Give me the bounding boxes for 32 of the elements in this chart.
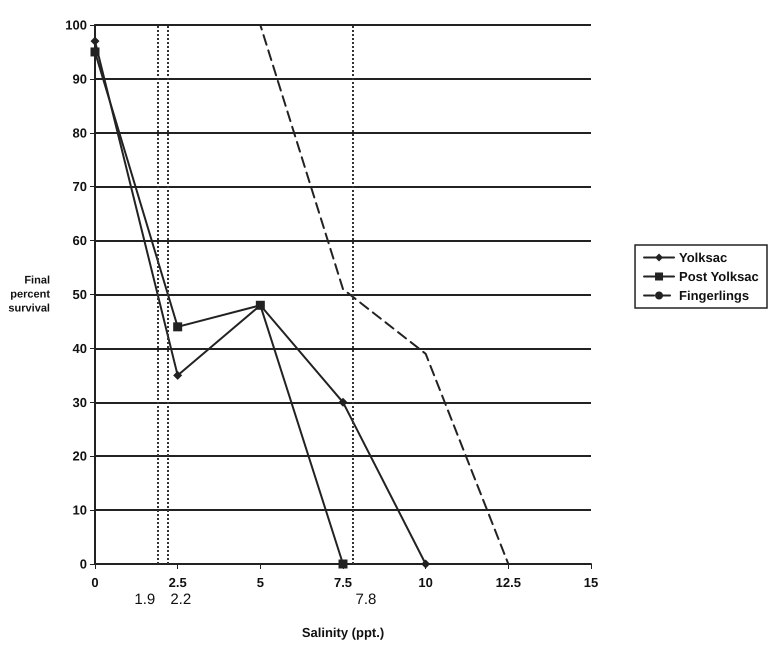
x-tick-label: 5 — [256, 575, 264, 590]
point — [173, 370, 182, 380]
point — [90, 47, 100, 56]
y-tick-label: 40 — [72, 340, 87, 356]
y-tick-label: 60 — [72, 233, 87, 248]
y-tick-label: 10 — [72, 502, 87, 518]
x-tick-label: 2.5 — [168, 575, 187, 590]
ref-line-label: 1.9 — [134, 591, 156, 608]
y-tick-label: 0 — [80, 556, 87, 572]
ref-line-label: 7.8 — [355, 591, 376, 608]
y-tick-label: 90 — [72, 71, 87, 86]
y-tick-label: 20 — [72, 448, 87, 464]
y-tick-label: 100 — [65, 18, 87, 32]
point — [338, 398, 348, 407]
point — [256, 300, 265, 310]
y-axis-title: Final percent survival — [8, 274, 50, 314]
y-tick-label: 30 — [72, 394, 87, 410]
x-tick-label: 12.5 — [496, 575, 521, 590]
x-tick-label: 10 — [418, 575, 433, 590]
x-axis-title: Salinity (ppt.) — [302, 625, 384, 640]
x-tick-label: 7.5 — [334, 575, 352, 590]
legend-label: Post Yolksac — [679, 269, 759, 284]
y-tick-label: 50 — [72, 287, 87, 302]
y-tick-label: 80 — [72, 125, 87, 140]
legend-label: Fingerlings — [679, 288, 750, 303]
ref-line-label: 2.2 — [170, 591, 192, 608]
point — [90, 36, 100, 46]
legend-label: Yolksac — [679, 250, 728, 265]
x-tick-label: 15 — [584, 575, 598, 590]
point — [173, 322, 182, 332]
y-tick-label: 70 — [72, 179, 87, 194]
x-tick-label: 0 — [91, 575, 99, 590]
